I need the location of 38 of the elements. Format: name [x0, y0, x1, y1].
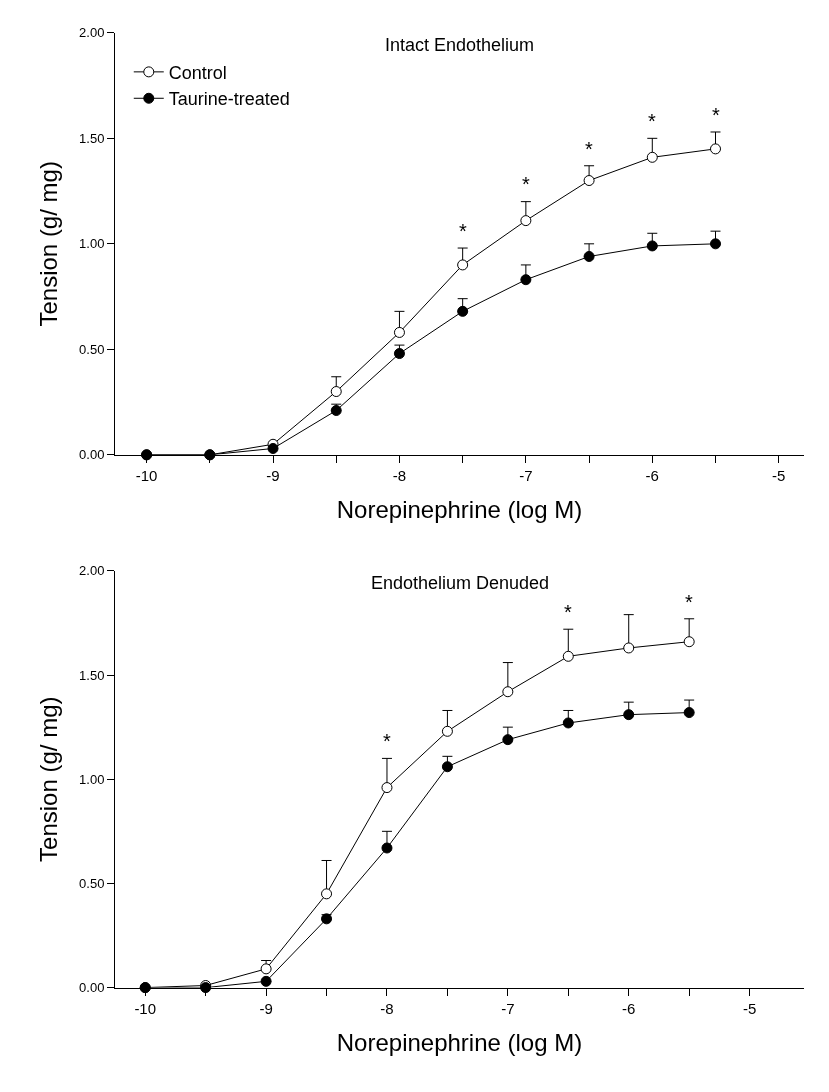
y-tick-label: 2.00 [79, 25, 105, 41]
y-tick-label: 1.00 [79, 771, 105, 787]
y-tick-label: 0.50 [79, 875, 105, 891]
x-tick-label: -7 [501, 999, 515, 1017]
x-tick-label: -9 [266, 466, 280, 484]
x-axis-title: Norepinephrine (log M) [336, 496, 583, 524]
x-tick-label: -10 [135, 466, 158, 484]
annotation: * [712, 104, 720, 126]
x-tick-label: -8 [380, 999, 394, 1017]
annotation: * [685, 591, 693, 613]
legend-label: Taurine-treated [168, 89, 290, 110]
y-axis-title: Tension (g/ mg) [35, 161, 63, 327]
chart-title: Endothelium Denuded [371, 573, 550, 593]
annotation: * [383, 730, 391, 752]
y-tick-label: 1.50 [79, 667, 105, 683]
legend-label: Control [168, 62, 227, 83]
y-tick-label: 1.00 [79, 236, 105, 252]
annotation: * [648, 110, 656, 132]
x-tick-label: -6 [622, 999, 636, 1017]
y-tick-label: 0.50 [79, 341, 105, 357]
chart-title: Intact Endothelium [385, 35, 535, 55]
annotation: * [564, 601, 572, 623]
x-tick-label: -6 [645, 466, 659, 484]
x-tick-label: -10 [134, 999, 157, 1017]
y-axis-title: Tension (g/ mg) [35, 696, 63, 862]
annotation: * [585, 138, 593, 160]
y-tick-label: 1.50 [79, 130, 105, 146]
y-tick-label: 0.00 [79, 980, 105, 996]
x-tick-label: -5 [742, 999, 757, 1017]
x-tick-label: -9 [259, 999, 273, 1017]
x-tick-label: -5 [772, 466, 786, 484]
x-tick-label: -7 [519, 466, 533, 484]
x-axis-title: Norepinephrine (log M) [336, 1028, 583, 1056]
y-tick-label: 0.00 [79, 447, 105, 463]
annotation: * [522, 173, 530, 195]
y-tick-label: 2.00 [79, 563, 105, 579]
x-tick-label: -8 [392, 466, 407, 484]
annotation: * [459, 220, 467, 242]
